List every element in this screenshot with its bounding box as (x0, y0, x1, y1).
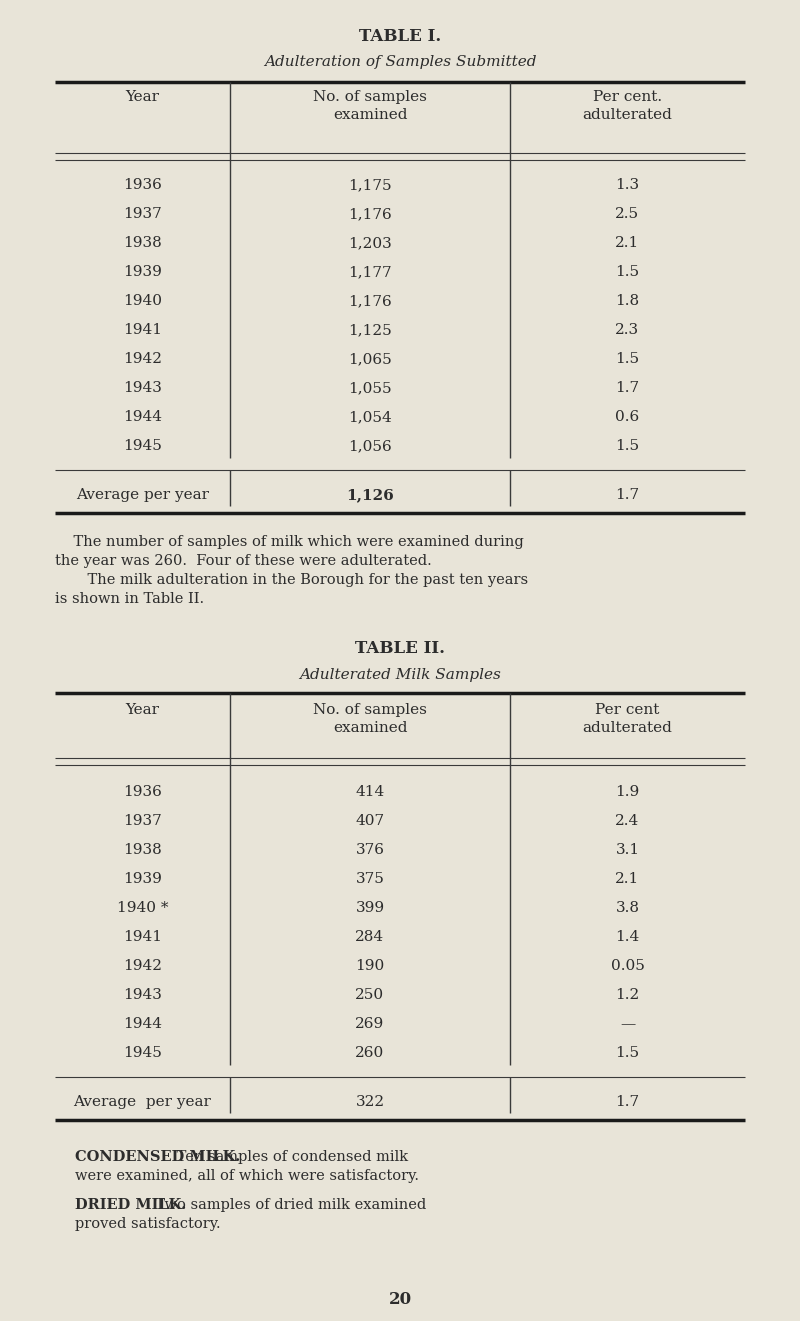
Text: 1,126: 1,126 (346, 487, 394, 502)
Text: proved satisfactory.: proved satisfactory. (75, 1217, 221, 1231)
Text: 1.5: 1.5 (615, 351, 639, 366)
Text: 250: 250 (355, 988, 385, 1003)
Text: 2.3: 2.3 (615, 324, 639, 337)
Text: Average  per year: Average per year (74, 1095, 211, 1110)
Text: 1940 *: 1940 * (117, 901, 168, 915)
Text: Year: Year (126, 703, 159, 717)
Text: 1.7: 1.7 (615, 380, 639, 395)
Text: Per cent.
adulterated: Per cent. adulterated (582, 90, 673, 123)
Text: 1.8: 1.8 (615, 295, 639, 308)
Text: 1,055: 1,055 (348, 380, 392, 395)
Text: Adulteration of Samples Submitted: Adulteration of Samples Submitted (264, 55, 536, 69)
Text: 0.6: 0.6 (615, 410, 640, 424)
Text: 2.4: 2.4 (615, 814, 640, 828)
Text: 1939: 1939 (123, 266, 162, 279)
Text: TABLE II.: TABLE II. (355, 639, 445, 657)
Text: 1.7: 1.7 (615, 1095, 639, 1110)
Text: CONDENSED MILK.: CONDENSED MILK. (75, 1151, 240, 1164)
Text: 1,177: 1,177 (348, 266, 392, 279)
Text: is shown in Table II.: is shown in Table II. (55, 592, 204, 606)
Text: 1941: 1941 (123, 324, 162, 337)
Text: 2.1: 2.1 (615, 872, 640, 886)
Text: Per cent
adulterated: Per cent adulterated (582, 703, 673, 736)
Text: 1,176: 1,176 (348, 207, 392, 221)
Text: 1944: 1944 (123, 410, 162, 424)
Text: 1945: 1945 (123, 1046, 162, 1059)
Text: 269: 269 (355, 1017, 385, 1030)
Text: 1.2: 1.2 (615, 988, 640, 1003)
Text: 375: 375 (355, 872, 385, 886)
Text: Average per year: Average per year (76, 487, 209, 502)
Text: 1945: 1945 (123, 439, 162, 453)
Text: Adulterated Milk Samples: Adulterated Milk Samples (299, 668, 501, 682)
Text: 1942: 1942 (123, 959, 162, 974)
Text: 1937: 1937 (123, 814, 162, 828)
Text: 1.7: 1.7 (615, 487, 639, 502)
Text: 1936: 1936 (123, 178, 162, 192)
Text: 1,065: 1,065 (348, 351, 392, 366)
Text: Year: Year (126, 90, 159, 104)
Text: 1,176: 1,176 (348, 295, 392, 308)
Text: DRIED MILK.: DRIED MILK. (75, 1198, 186, 1211)
Text: 1.5: 1.5 (615, 266, 639, 279)
Text: 1943: 1943 (123, 988, 162, 1003)
Text: 3.1: 3.1 (615, 843, 639, 857)
Text: 1,056: 1,056 (348, 439, 392, 453)
Text: 190: 190 (355, 959, 385, 974)
Text: 1,054: 1,054 (348, 410, 392, 424)
Text: 1942: 1942 (123, 351, 162, 366)
Text: 1.5: 1.5 (615, 439, 639, 453)
Text: —: — (620, 1017, 635, 1030)
Text: 260: 260 (355, 1046, 385, 1059)
Text: 1944: 1944 (123, 1017, 162, 1030)
Text: 1937: 1937 (123, 207, 162, 221)
Text: The milk adulteration in the Borough for the past ten years: The milk adulteration in the Borough for… (69, 573, 528, 587)
Text: 407: 407 (355, 814, 385, 828)
Text: TABLE I.: TABLE I. (359, 28, 441, 45)
Text: 1936: 1936 (123, 785, 162, 799)
Text: 1940: 1940 (123, 295, 162, 308)
Text: 0.05: 0.05 (610, 959, 645, 974)
Text: Two samples of dried milk examined: Two samples of dried milk examined (146, 1198, 426, 1211)
Text: 20: 20 (389, 1291, 411, 1308)
Text: 1.9: 1.9 (615, 785, 640, 799)
Text: 2.5: 2.5 (615, 207, 639, 221)
Text: 1,203: 1,203 (348, 236, 392, 250)
Text: 3.8: 3.8 (615, 901, 639, 915)
Text: 376: 376 (355, 843, 385, 857)
Text: 1,125: 1,125 (348, 324, 392, 337)
Text: No. of samples
examined: No. of samples examined (313, 90, 427, 123)
Text: 1.5: 1.5 (615, 1046, 639, 1059)
Text: 284: 284 (355, 930, 385, 945)
Text: 1.4: 1.4 (615, 930, 640, 945)
Text: 1,175: 1,175 (348, 178, 392, 192)
Text: 2.1: 2.1 (615, 236, 640, 250)
Text: 1938: 1938 (123, 236, 162, 250)
Text: 399: 399 (355, 901, 385, 915)
Text: 1943: 1943 (123, 380, 162, 395)
Text: the year was 260.  Four of these were adulterated.: the year was 260. Four of these were adu… (55, 553, 432, 568)
Text: 1939: 1939 (123, 872, 162, 886)
Text: 1941: 1941 (123, 930, 162, 945)
Text: No. of samples
examined: No. of samples examined (313, 703, 427, 736)
Text: The number of samples of milk which were examined during: The number of samples of milk which were… (55, 535, 524, 550)
Text: 1938: 1938 (123, 843, 162, 857)
Text: Ten samples of condensed milk: Ten samples of condensed milk (173, 1151, 409, 1164)
Text: 322: 322 (355, 1095, 385, 1110)
Text: 1.3: 1.3 (615, 178, 639, 192)
Text: were examined, all of which were satisfactory.: were examined, all of which were satisfa… (75, 1169, 419, 1184)
Text: 414: 414 (355, 785, 385, 799)
